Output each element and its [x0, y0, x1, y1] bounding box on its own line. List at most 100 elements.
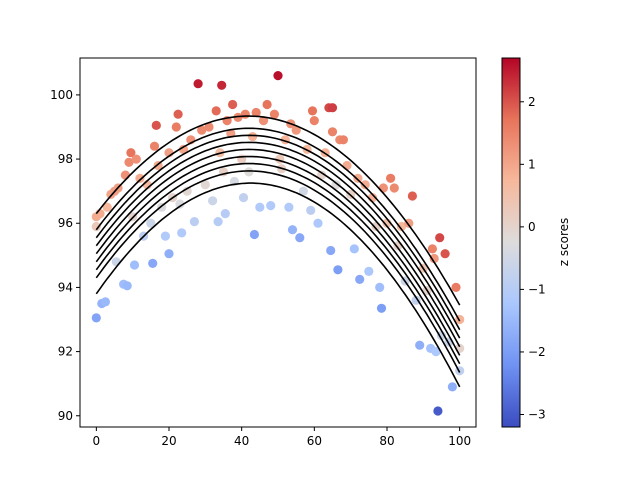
- scatter-point: [102, 202, 112, 212]
- scatter-point: [287, 225, 298, 235]
- scatter-point: [309, 116, 319, 126]
- scatter-point: [200, 180, 210, 190]
- scatter-point: [327, 103, 338, 113]
- quantile-curve: [95, 182, 461, 388]
- y-tick-label: 94: [58, 280, 73, 294]
- scatter-point: [326, 245, 336, 256]
- scatter-point: [427, 244, 437, 254]
- scatter-point: [91, 221, 101, 232]
- quantile-curve: [95, 170, 461, 373]
- colorbar-tick-label: 0: [528, 220, 536, 234]
- quantile-curve: [95, 134, 461, 331]
- colorbar-tick-label: −2: [528, 345, 546, 359]
- scatter-point: [213, 217, 223, 227]
- scatter-point: [129, 260, 140, 270]
- scatter-point: [333, 265, 343, 275]
- scatter-point: [238, 193, 249, 203]
- scatter-point: [440, 249, 450, 259]
- scatter-point: [262, 99, 272, 110]
- plot-frame: [79, 57, 477, 428]
- y-axis-ticks: 90 92 94 96 98 100: [50, 88, 80, 423]
- scatter-point: [376, 303, 387, 313]
- scatter-point: [306, 205, 316, 215]
- scatter-point: [228, 99, 238, 110]
- scatter-point: [378, 183, 388, 193]
- scatter-point: [407, 191, 417, 201]
- scatter-point: [124, 157, 134, 167]
- scatter-point: [411, 295, 421, 305]
- scatter-point: [429, 253, 439, 264]
- scatter-point: [249, 229, 259, 240]
- scatter-point: [175, 199, 185, 209]
- scatter-point: [244, 167, 254, 177]
- y-tick-label: 96: [58, 216, 73, 230]
- quantile-curves: [95, 115, 461, 388]
- scatter-point: [122, 281, 132, 291]
- scatter-point: [355, 274, 365, 284]
- scatter-point: [131, 154, 141, 164]
- scatter-point: [307, 106, 318, 116]
- scatter-point: [148, 258, 158, 268]
- colorbar: [501, 57, 521, 428]
- scatter-point: [433, 406, 443, 416]
- colorbar-tick-label: 2: [528, 95, 536, 109]
- scatter-point: [255, 202, 265, 212]
- scatter-point: [100, 297, 110, 307]
- scatter-point: [126, 148, 136, 158]
- x-tick-label: 80: [379, 434, 394, 448]
- scatter-point: [211, 106, 221, 116]
- x-tick-label: 20: [161, 434, 176, 448]
- scatter-point: [233, 112, 243, 122]
- scatter-point: [173, 109, 183, 119]
- scatter-point: [208, 196, 218, 206]
- scatter-point: [364, 266, 374, 276]
- scatter-point: [182, 186, 192, 196]
- colorbar-tick-label: −3: [528, 407, 546, 421]
- scatter-point: [178, 144, 189, 154]
- scatter-point: [193, 79, 203, 89]
- scatter-point: [349, 244, 359, 254]
- scatter-point: [91, 313, 101, 323]
- scatter-point: [295, 233, 305, 243]
- scatter-point: [435, 233, 445, 243]
- scatter-point: [317, 170, 327, 180]
- quantile-curve: [95, 141, 461, 339]
- scatter-point: [447, 382, 457, 392]
- scatter-point: [415, 340, 425, 350]
- x-axis-ticks: 0 20 40 60 80 100: [93, 427, 471, 448]
- scatter-point: [396, 221, 407, 232]
- scatter-point: [217, 80, 227, 90]
- y-tick-label: 92: [58, 345, 73, 359]
- scatter-points: [91, 71, 465, 416]
- scatter-point: [197, 125, 207, 135]
- scatter-point: [258, 116, 269, 126]
- quantile-curve: [95, 115, 461, 306]
- x-tick-label: 40: [234, 434, 249, 448]
- quantile-curve: [95, 162, 461, 365]
- scatter-point: [220, 209, 230, 219]
- scatter-point: [298, 186, 308, 196]
- scatter-point: [146, 218, 156, 228]
- scatter-point: [189, 217, 199, 227]
- scatter-point: [353, 173, 363, 183]
- colorbar-tick-label: −1: [528, 282, 546, 296]
- scatter-point: [327, 127, 338, 137]
- scatter-point: [291, 125, 301, 135]
- scatter-point: [204, 122, 214, 132]
- scatter-point: [338, 135, 348, 145]
- quantile-curve: [95, 155, 461, 356]
- quantile-curve: [95, 127, 461, 322]
- y-tick-label: 98: [58, 152, 73, 166]
- colorbar-label: z scores: [557, 218, 571, 267]
- y-tick-label: 90: [58, 409, 73, 423]
- scatter-point: [273, 71, 283, 81]
- colorbar-tick-label: 1: [528, 157, 536, 171]
- scatter-point: [375, 282, 385, 292]
- x-tick-label: 0: [93, 434, 101, 448]
- scatter-point: [248, 132, 258, 142]
- scatter-point: [386, 173, 396, 183]
- scatter-point: [164, 249, 174, 259]
- scatter-point: [177, 228, 187, 238]
- scatter-point: [240, 109, 250, 119]
